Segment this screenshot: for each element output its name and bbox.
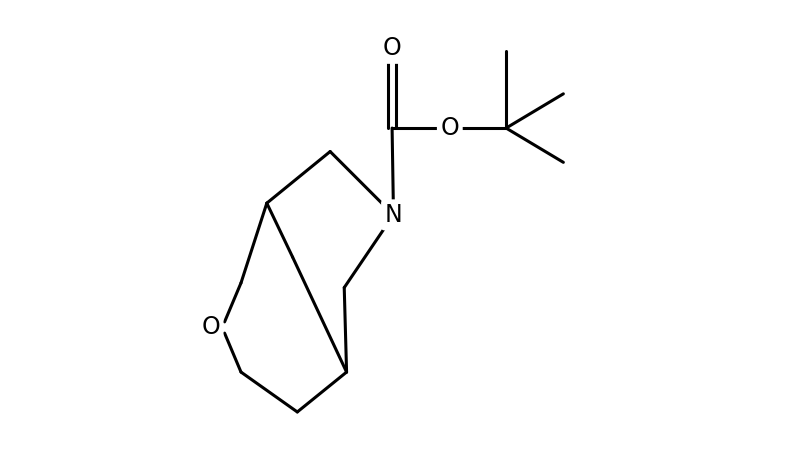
Text: O: O [201,315,220,339]
Text: O: O [382,36,401,60]
Text: N: N [385,203,402,227]
Text: O: O [441,116,459,140]
